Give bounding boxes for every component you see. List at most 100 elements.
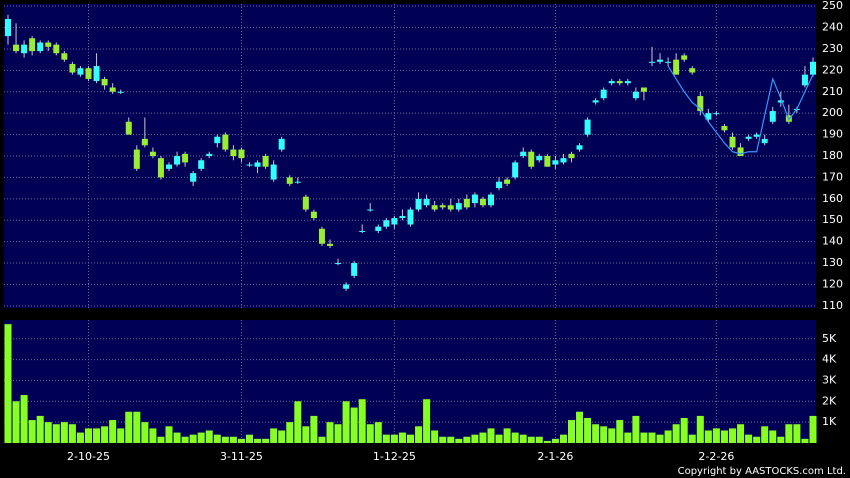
volume-bar xyxy=(52,424,60,443)
candle-body xyxy=(37,42,44,52)
volume-bar xyxy=(463,436,471,443)
volume-bar xyxy=(672,424,680,443)
y-tick-label: 2K xyxy=(822,394,837,407)
candle-body xyxy=(407,209,414,225)
candle-body xyxy=(343,284,350,289)
candle-body xyxy=(214,136,221,144)
y-tick-label: 3K xyxy=(822,373,837,386)
volume-bar xyxy=(745,434,753,443)
candle-body xyxy=(496,181,503,189)
candle-body xyxy=(327,243,333,246)
candle-body xyxy=(157,158,164,178)
candle-body xyxy=(777,100,784,103)
volume-bar xyxy=(109,420,117,443)
volume-bar xyxy=(809,415,817,443)
candle-body xyxy=(544,156,551,167)
candle-body xyxy=(608,81,615,84)
volume-bar xyxy=(664,430,672,443)
candle-body xyxy=(61,53,68,60)
candle-body xyxy=(190,173,197,182)
volume-bar xyxy=(640,432,648,443)
candle-body xyxy=(198,160,205,169)
y-tick-label: 120 xyxy=(822,277,843,290)
y-tick-label: 220 xyxy=(822,63,843,76)
candle-body xyxy=(528,151,535,167)
candle-body xyxy=(689,68,696,73)
candle-body xyxy=(447,205,454,210)
candle-body xyxy=(769,111,776,122)
candle-body xyxy=(753,134,760,137)
volume-bar xyxy=(294,401,302,443)
volume-bar xyxy=(455,438,463,443)
y-tick-label: 250 xyxy=(822,0,843,12)
candle-body xyxy=(697,96,704,112)
candle-body xyxy=(801,74,808,86)
candle-body xyxy=(761,138,768,144)
candle-body xyxy=(640,87,647,92)
candle-body xyxy=(29,38,36,52)
volume-bar xyxy=(85,428,92,443)
volume-bar xyxy=(382,434,390,443)
x-tick-label: 2-2-26 xyxy=(698,450,734,463)
candle-body xyxy=(399,215,406,219)
candle-body xyxy=(657,59,664,62)
candle-body xyxy=(383,220,390,227)
volume-bar xyxy=(761,426,769,443)
y-tick-label: 180 xyxy=(822,149,843,162)
volume-bar xyxy=(366,424,374,443)
volume-bar xyxy=(712,428,720,443)
candle-body xyxy=(254,162,261,167)
volume-bar xyxy=(237,438,245,443)
volume-bar xyxy=(20,395,28,443)
candle-body xyxy=(512,162,519,178)
volume-bar xyxy=(262,438,270,443)
candle-body xyxy=(45,42,52,47)
candle-body xyxy=(77,68,84,75)
candle-body xyxy=(737,147,744,156)
volume-bar xyxy=(36,415,44,443)
volume-bar xyxy=(777,436,785,443)
volume-bar xyxy=(592,424,600,443)
volume-bar xyxy=(173,432,181,443)
candle-body xyxy=(471,194,478,204)
candle-body xyxy=(93,66,100,82)
volume-bar xyxy=(302,426,310,443)
volume-bar xyxy=(358,399,366,443)
volume-bar xyxy=(189,434,197,443)
volume-bar xyxy=(688,434,696,443)
volume-bar xyxy=(101,426,109,443)
candle-body xyxy=(584,119,591,135)
volume-bar xyxy=(254,438,262,443)
candle-body xyxy=(53,44,60,54)
volume-bar xyxy=(415,426,423,443)
volume-bar xyxy=(407,434,414,443)
volume-bar xyxy=(44,422,52,443)
candle-body xyxy=(182,153,189,163)
volume-bar xyxy=(479,432,487,443)
x-tick-label: 2-1-26 xyxy=(537,450,573,463)
candle-body xyxy=(439,205,446,208)
candle-body xyxy=(423,198,430,206)
volume-bar xyxy=(495,434,503,443)
volume-bar xyxy=(68,424,76,443)
volume-bar xyxy=(213,434,221,443)
candle-body xyxy=(479,198,486,206)
volume-bar xyxy=(133,411,141,443)
y-tick-label: 5K xyxy=(822,332,837,345)
volume-bar xyxy=(753,436,761,443)
candle-body xyxy=(463,198,470,208)
candle-body xyxy=(238,149,245,159)
candle-body xyxy=(576,145,583,150)
candle-body xyxy=(222,134,229,150)
volume-bar xyxy=(205,430,213,443)
volume-bar xyxy=(624,432,632,443)
candle-body xyxy=(745,136,752,139)
x-tick-label: 1-12-25 xyxy=(373,450,416,463)
y-tick-label: 190 xyxy=(822,128,843,141)
volume-bar xyxy=(471,434,479,443)
volume-bar xyxy=(600,426,608,443)
volume-bar xyxy=(374,422,382,443)
candle-body xyxy=(673,59,680,75)
candle-body xyxy=(488,194,494,206)
volume-bar xyxy=(769,430,777,443)
